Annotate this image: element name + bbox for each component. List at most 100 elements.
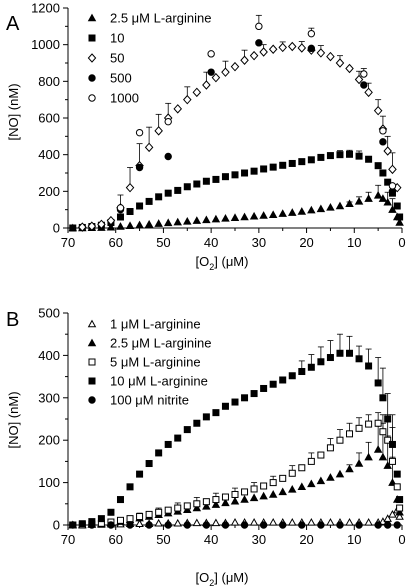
data-point (269, 380, 277, 388)
x-tick-label: 40 (204, 532, 218, 547)
data-point (316, 48, 326, 58)
data-point (164, 117, 172, 126)
data-point (207, 68, 215, 76)
data-point (336, 436, 344, 444)
data-point (326, 152, 334, 160)
data-point (126, 208, 134, 215)
data-point (145, 460, 153, 468)
data-point (193, 180, 201, 188)
legend-entry: 1000 (110, 91, 139, 106)
data-point (307, 205, 316, 214)
data-point (364, 452, 373, 461)
data-point (364, 518, 373, 526)
data-point (268, 210, 278, 219)
data-point (135, 519, 144, 527)
data-point (241, 394, 249, 402)
data-point (396, 504, 404, 512)
data-point (221, 498, 230, 507)
legend-marker (87, 53, 97, 63)
data-point (174, 504, 182, 512)
data-point (379, 169, 387, 177)
data-point (207, 50, 215, 58)
data-point (193, 500, 201, 508)
series-2 (69, 412, 404, 529)
data-point (125, 221, 135, 230)
data-point (116, 204, 125, 212)
data-point (145, 510, 153, 518)
data-point (278, 42, 287, 53)
data-point (107, 521, 115, 529)
data-point (365, 420, 373, 428)
data-point (388, 164, 397, 175)
data-point (317, 358, 325, 366)
data-point (78, 520, 86, 528)
data-point (288, 372, 296, 380)
legend-marker (87, 319, 97, 328)
data-point (126, 515, 134, 523)
data-point (259, 521, 268, 529)
data-point (374, 379, 382, 387)
x-tick-label: 20 (299, 532, 313, 547)
panel-b-y-axis-label: [NO] (nM) (6, 391, 21, 448)
data-point (354, 459, 364, 467)
legend-entry: 5 μM L-arginine (110, 355, 201, 370)
data-point (202, 177, 210, 185)
panel-b-x-axis-label: [O2] (μM) (196, 570, 249, 586)
data-point (230, 518, 240, 526)
data-point (106, 222, 116, 231)
data-point (297, 482, 307, 491)
data-point (69, 521, 77, 529)
panel-a-y-axis-label: [NO] (nM) (6, 83, 21, 140)
x-tick-label: 70 (61, 532, 75, 547)
data-point (144, 142, 154, 153)
data-point (395, 512, 404, 520)
data-point (163, 218, 173, 227)
data-point (69, 224, 77, 232)
data-point (346, 349, 354, 357)
data-point (316, 204, 326, 213)
data-point (259, 47, 268, 57)
data-point (317, 451, 325, 459)
data-point (212, 496, 220, 504)
data-point (335, 58, 345, 68)
data-point (135, 220, 144, 229)
y-tick-label: 300 (38, 390, 60, 405)
data-point (192, 503, 202, 512)
data-point (278, 209, 287, 217)
data-point (183, 426, 191, 434)
y-tick-label: 100 (38, 475, 60, 490)
data-point (174, 186, 182, 194)
data-point (384, 178, 392, 186)
data-point (173, 217, 182, 226)
data-point (396, 496, 404, 504)
data-point (202, 80, 211, 90)
data-point (379, 127, 387, 135)
data-point (164, 521, 172, 529)
legend: 2.5 μM L-arginine 10 50 500 1000 (87, 11, 211, 106)
data-point (269, 163, 277, 171)
x-tick-label: 30 (252, 532, 266, 547)
data-point (326, 444, 334, 452)
data-point (174, 434, 182, 442)
data-point (307, 29, 316, 38)
data-point (287, 41, 297, 52)
data-point (307, 457, 315, 465)
data-point (326, 518, 335, 526)
legend-marker (87, 13, 97, 22)
data-point (211, 214, 221, 223)
data-point (221, 493, 229, 501)
data-point (279, 161, 287, 169)
data-point (345, 518, 354, 526)
data-point (374, 162, 382, 170)
data-point (155, 449, 163, 457)
y-tick-label: 1000 (31, 37, 60, 52)
data-point (230, 213, 240, 221)
data-point (268, 44, 278, 54)
data-point (250, 390, 258, 398)
data-point (183, 183, 191, 191)
data-point (383, 197, 392, 206)
data-point (221, 173, 229, 181)
data-point (97, 219, 106, 230)
legend-entry: 2.5 μM L-arginine (110, 336, 211, 351)
y-tick-label: 600 (38, 111, 60, 126)
